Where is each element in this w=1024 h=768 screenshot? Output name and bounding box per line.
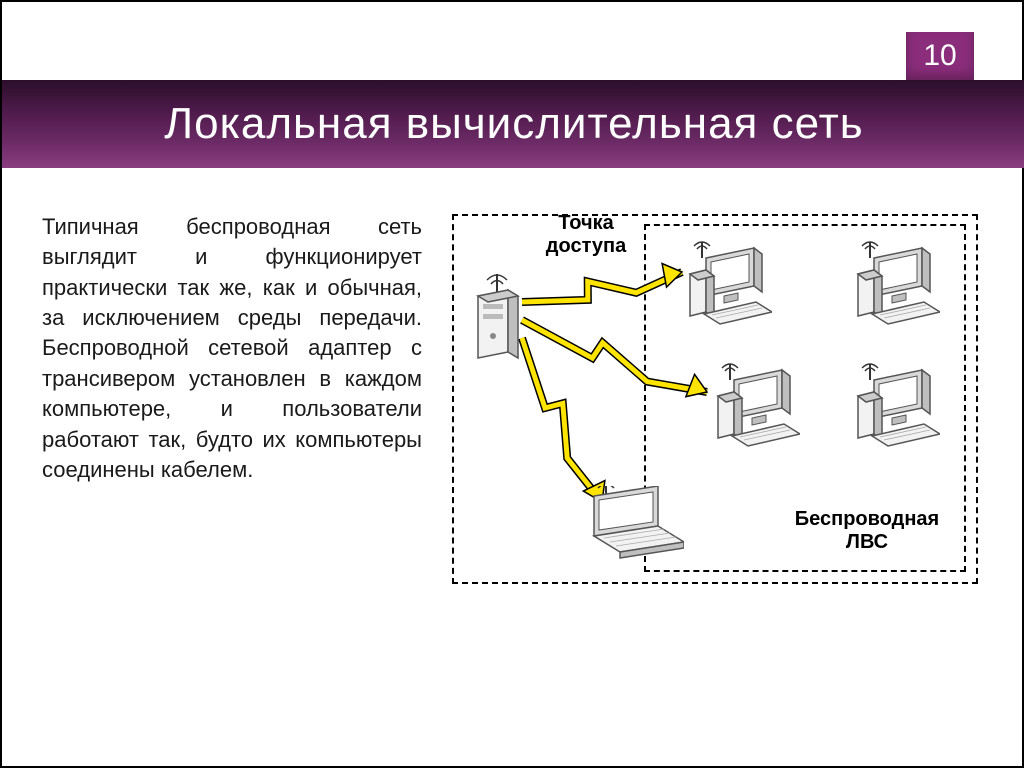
pc-icon xyxy=(852,362,940,467)
access-point-icon xyxy=(470,274,524,371)
page-number: 10 xyxy=(923,39,956,73)
pc-icon xyxy=(684,240,772,345)
slide-title: Локальная вычислительная сеть xyxy=(2,99,1024,149)
network-diagram: Точкадоступа БеспроводнаяЛВС xyxy=(452,212,978,590)
pc-icon xyxy=(852,240,940,345)
body-text-block: Типичная беспроводная сеть выглядит и фу… xyxy=(42,212,422,485)
page-number-badge: 10 xyxy=(906,32,974,80)
laptop-icon xyxy=(580,486,684,573)
body-paragraph: Типичная беспроводная сеть выглядит и фу… xyxy=(42,212,422,485)
pc-icon xyxy=(712,362,800,467)
title-band: Локальная вычислительная сеть xyxy=(2,80,1024,168)
